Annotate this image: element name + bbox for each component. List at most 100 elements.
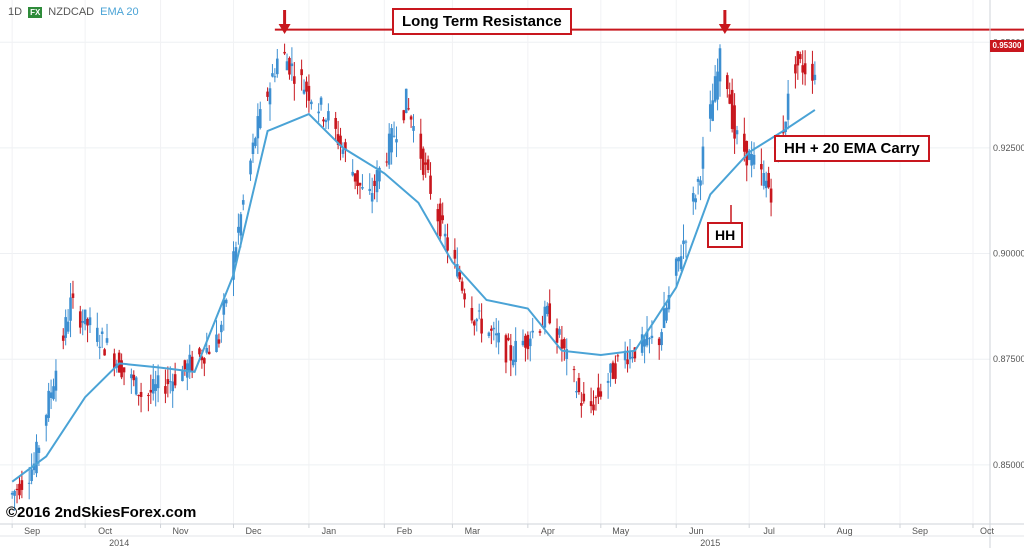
- candle-body: [796, 51, 800, 66]
- candle-body: [424, 162, 427, 165]
- candle-body: [151, 379, 155, 394]
- candle-body: [285, 61, 289, 71]
- candle-body: [628, 350, 632, 360]
- candle-body: [120, 360, 123, 378]
- candle-body: [154, 384, 157, 391]
- candle-body: [725, 75, 729, 90]
- candle-body: [302, 89, 306, 94]
- candle-body: [334, 117, 337, 129]
- candle-body: [728, 94, 732, 104]
- candle-body: [660, 332, 663, 346]
- candle-body: [139, 391, 143, 397]
- candle-body: [47, 390, 50, 418]
- candle-body: [215, 334, 218, 353]
- candle-body: [477, 310, 481, 312]
- candle-body: [662, 308, 666, 328]
- candle-body: [694, 198, 697, 203]
- candle-body: [514, 340, 517, 362]
- candle-body: [599, 391, 603, 397]
- candle-body: [487, 332, 491, 337]
- candle-body: [438, 203, 442, 237]
- candle-body: [188, 354, 192, 373]
- candle-body: [327, 111, 330, 121]
- indicator-label[interactable]: EMA 20: [100, 6, 139, 18]
- candle-body: [682, 240, 685, 245]
- candle-body: [708, 104, 712, 119]
- candle-body: [224, 299, 228, 304]
- candle-body: [390, 128, 393, 153]
- hh-label: HH: [707, 222, 744, 248]
- candle-body: [453, 249, 457, 259]
- candle-body: [319, 97, 323, 105]
- candle-body: [611, 362, 615, 379]
- candle-body: [606, 380, 610, 383]
- candle-body: [565, 349, 569, 359]
- x-tick-label: Jan: [322, 526, 337, 536]
- x-tick-label: Feb: [397, 526, 413, 536]
- candle-body: [64, 317, 67, 338]
- candle-body: [548, 303, 552, 324]
- candle-body: [747, 150, 751, 160]
- candle-body: [404, 88, 408, 113]
- candle-body: [594, 397, 598, 399]
- candle-body: [137, 395, 140, 397]
- candle-body: [597, 387, 600, 397]
- candle-body: [494, 333, 498, 336]
- candle-body: [616, 355, 620, 357]
- candle-body: [407, 108, 410, 110]
- candle-body: [339, 135, 342, 146]
- candle-body: [409, 116, 413, 120]
- candle-body: [665, 307, 668, 321]
- candle-body: [750, 154, 753, 166]
- candle-body: [524, 335, 527, 348]
- x-tick-label: Oct: [98, 526, 113, 536]
- x-tick-label: Oct: [980, 526, 995, 536]
- candle-body: [61, 335, 65, 341]
- year-label: 2014: [109, 538, 129, 548]
- candle-body: [122, 367, 126, 373]
- ema-20-line: [11, 109, 816, 483]
- candle-body: [293, 76, 296, 84]
- candle-body: [677, 257, 680, 262]
- candle-body: [543, 306, 547, 328]
- candle-body: [733, 105, 736, 139]
- candle-body: [691, 193, 695, 202]
- x-tick-label: Mar: [465, 526, 481, 536]
- candle-body: [86, 318, 89, 326]
- candle-body: [443, 233, 447, 237]
- candle-body: [648, 338, 651, 340]
- candle-body: [317, 111, 320, 114]
- candle-body: [18, 483, 21, 496]
- x-tick-label: Nov: [173, 526, 190, 536]
- candle-body: [37, 447, 41, 453]
- candle-body: [769, 188, 773, 203]
- candle-body: [696, 178, 700, 182]
- candle-body: [752, 154, 756, 165]
- candle-body: [361, 187, 364, 189]
- symbol-label[interactable]: NZDCAD: [48, 6, 95, 18]
- candle-body: [592, 404, 595, 411]
- timeframe-label[interactable]: 1D: [8, 6, 23, 18]
- x-axis: Sep Oct Nov Dec Jan Feb Mar Apr May Jun Jul Aug Sep O…: [0, 523, 1024, 548]
- candle-body: [344, 142, 347, 150]
- candle-body: [528, 338, 532, 347]
- candle-body: [509, 345, 513, 361]
- candle-body: [429, 175, 432, 194]
- y-tick-label: 0.85000: [993, 460, 1024, 470]
- candle-body: [803, 63, 807, 75]
- candle-body: [716, 71, 719, 100]
- candle-body: [679, 256, 683, 270]
- candle-body: [577, 377, 581, 393]
- x-tick-label: Dec: [246, 526, 263, 536]
- candle-body: [220, 324, 223, 333]
- arrow-head-icon: [278, 24, 291, 34]
- chart-header: 1D FX NZDCAD EMA 20: [8, 6, 139, 18]
- candle-body: [545, 305, 549, 314]
- candle-body: [273, 76, 277, 78]
- candle-body: [650, 335, 654, 339]
- candle-body: [66, 321, 70, 332]
- candle-body: [241, 200, 245, 205]
- candle-body: [266, 91, 269, 97]
- x-tick-label: Aug: [837, 526, 853, 536]
- arrow-head-icon: [718, 24, 731, 34]
